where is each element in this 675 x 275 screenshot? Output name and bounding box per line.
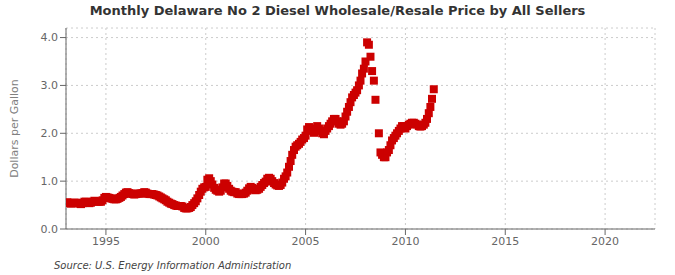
svg-text:4.0: 4.0 [41, 31, 59, 44]
html-text:Source: U.S. Energy Informatio: Source: U.S. Energy Information Administ… [54, 260, 292, 271]
svg-text:2020: 2020 [591, 235, 619, 248]
svg-text:Dollars per Gallon: Dollars per Gallon [8, 79, 21, 178]
svg-text:1995: 1995 [92, 235, 120, 248]
svg-text:0.0: 0.0 [41, 223, 59, 236]
html-text:Monthly Delaware No 2 Diesel W: Monthly Delaware No 2 Diesel Wholesale/R… [89, 3, 586, 18]
svg-text:1.0: 1.0 [41, 175, 59, 188]
svg-text:2005: 2005 [292, 235, 320, 248]
svg-text:2.0: 2.0 [41, 127, 59, 140]
svg-text:2010: 2010 [391, 235, 419, 248]
svg-text:2015: 2015 [491, 235, 519, 248]
svg-text:3.0: 3.0 [41, 79, 59, 92]
svg-text:2000: 2000 [192, 235, 220, 248]
